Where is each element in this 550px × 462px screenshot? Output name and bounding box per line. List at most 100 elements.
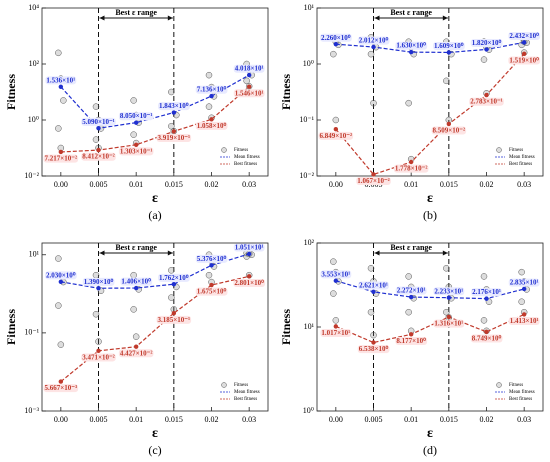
value-label: 2.260×10⁰: [321, 34, 351, 42]
x-tick-label: 0.02: [205, 415, 219, 424]
value-label: 4.018×10¹: [235, 65, 264, 73]
value-label-group: 8.050×10⁻¹: [118, 112, 154, 121]
series-point: [246, 251, 252, 257]
series-point: [446, 50, 452, 55]
x-tick-label: 0.015: [165, 415, 183, 424]
legend-label: Fitness: [509, 383, 523, 388]
series-point: [58, 149, 64, 155]
x-tick-label: 0.015: [165, 180, 183, 189]
series-point: [209, 93, 214, 99]
value-label-bg: [508, 56, 541, 65]
legend-label: Best fitness: [234, 397, 257, 402]
series-point: [209, 117, 214, 122]
fitness-sample: [168, 267, 175, 274]
value-label-group: 1.390×10⁰: [82, 277, 115, 286]
value-label-group: 8.412×10⁻²: [81, 152, 116, 161]
value-label-group: 3.185×10⁻¹: [156, 315, 192, 324]
y-tick-label: 10²: [29, 59, 40, 68]
value-label: 6.538×10⁰: [359, 345, 389, 353]
fitness-sample: [55, 125, 62, 132]
value-label-bg: [118, 349, 154, 358]
fitness-sample: [518, 298, 525, 305]
fitness-sample: [518, 268, 525, 276]
plot-frame: [41, 242, 269, 412]
value-label-group: 1.820×10⁰: [470, 39, 503, 48]
value-label: 1.820×10⁰: [472, 39, 502, 47]
fitness-sample: [205, 271, 213, 279]
fitness-sample: [130, 131, 137, 138]
series-point: [133, 142, 139, 147]
value-label: 3.471×10⁻²: [82, 353, 115, 361]
fitness-sample: [480, 317, 488, 324]
value-label: 5.090×10⁻¹: [82, 118, 115, 126]
value-label-group: 2.176×10¹: [471, 288, 502, 297]
value-label-group: 3.471×10⁻²: [81, 353, 116, 362]
value-label: 1.051×10¹: [235, 244, 264, 252]
x-tick-label: 0.005: [90, 180, 108, 189]
series-point: [96, 286, 101, 291]
fitness-sample: [95, 338, 102, 345]
series-point: [521, 51, 527, 57]
series-point: [333, 127, 339, 132]
value-label-group: 2.432×10⁰: [508, 31, 541, 40]
plot-frame: [316, 7, 544, 177]
series-point: [371, 340, 376, 345]
y-tick-label: 10¹: [29, 250, 40, 259]
value-label: 1.519×10⁰: [509, 56, 539, 64]
fitness-sample: [480, 273, 488, 280]
range-annotation: Best ε range: [390, 8, 432, 17]
range-annotation: Best ε range: [390, 243, 432, 252]
value-label-bg: [395, 41, 428, 50]
series-point: [171, 282, 177, 287]
x-tick-label: 0.00: [329, 180, 343, 189]
value-label: 1.067×10⁻²: [357, 177, 390, 185]
value-label-group: 5.090×10⁻¹: [81, 117, 116, 126]
value-label-group: 2.233×10¹: [433, 287, 465, 296]
y-tick-label: 10¹: [304, 3, 315, 12]
legend-label: Best fitness: [509, 397, 532, 402]
x-axis-label: ε: [427, 426, 433, 441]
value-label-group: 1.762×10⁰: [158, 273, 190, 282]
series-point: [171, 129, 177, 134]
value-label: 1.843×10⁰: [159, 102, 189, 110]
fitness-sample: [480, 56, 488, 63]
fitness-sample: [443, 77, 450, 85]
value-label-bg: [156, 315, 192, 324]
value-label-group: 1.609×10⁰: [433, 42, 465, 51]
series-point: [521, 40, 527, 45]
value-label-group: 7.217×10⁻²: [43, 154, 79, 163]
series-line: [60, 275, 250, 383]
value-label-bg: [395, 286, 427, 295]
value-label-bg: [158, 273, 190, 282]
value-label-bg: [358, 281, 389, 290]
fitness-sample: [130, 97, 137, 104]
x-tick-label: 0.03: [517, 180, 531, 189]
value-label: 2.176×10¹: [472, 288, 501, 296]
value-label-group: 6.849×10⁻²: [318, 131, 354, 140]
fitness-sample: [332, 116, 340, 124]
value-label-bg: [393, 164, 429, 173]
series-point: [446, 295, 452, 300]
value-label-bg: [433, 287, 465, 296]
value-label-group: 7.136×10⁰: [195, 85, 228, 94]
value-label-group: 1.546×10¹: [233, 89, 265, 98]
range-annotation: Best ε range: [115, 8, 157, 17]
fitness-sample: [205, 103, 213, 110]
value-label-bg: [395, 336, 428, 345]
value-label-group: 1.778×10⁻²: [393, 164, 429, 173]
fitness-sample: [168, 88, 175, 96]
series-point: [333, 41, 339, 47]
x-tick-label: 0.02: [205, 180, 219, 189]
series-point: [246, 72, 252, 78]
value-label-group: 1.675×10⁰: [195, 287, 228, 296]
value-label-group: 6.538×10⁰: [357, 345, 390, 354]
value-label-group: 2.783×10⁻¹: [469, 97, 504, 106]
series-line: [335, 41, 525, 54]
series-point: [96, 126, 101, 131]
legend-marker: [496, 382, 502, 388]
series-point: [446, 121, 452, 127]
series-point: [371, 44, 376, 50]
fitness-sample: [55, 255, 62, 262]
value-label: 7.136×10⁰: [197, 86, 227, 94]
